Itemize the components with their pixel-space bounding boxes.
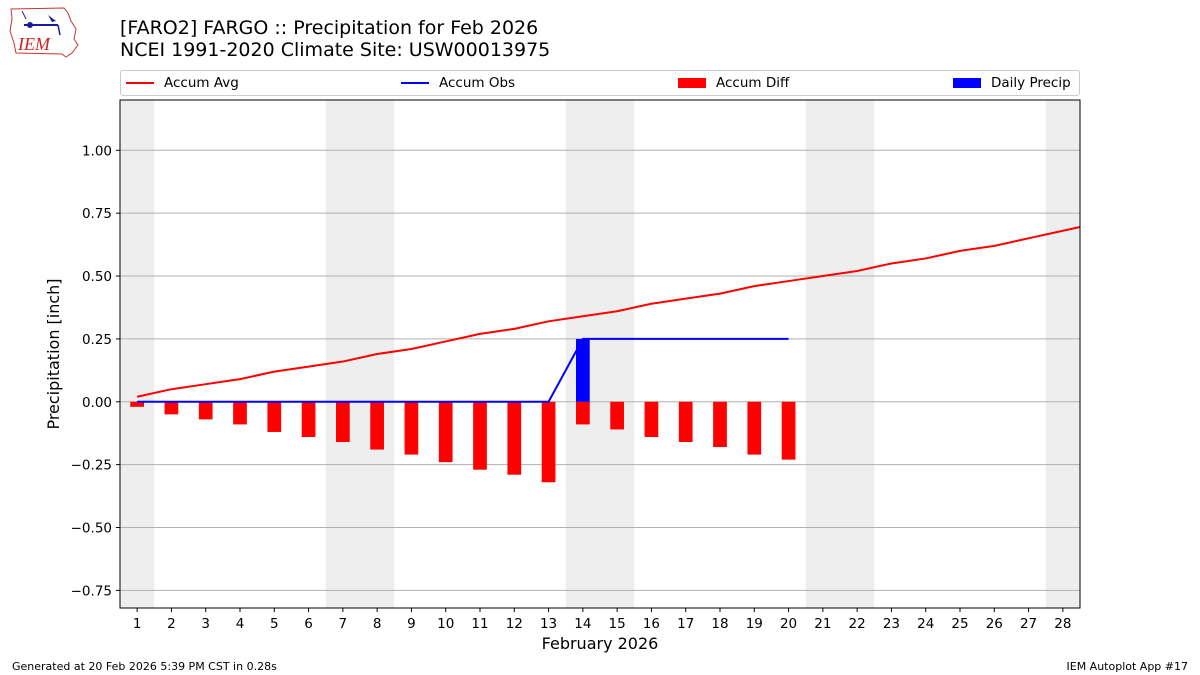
accum-diff-bar xyxy=(438,401,453,463)
logo-text: IEM xyxy=(17,34,51,54)
weekend-band xyxy=(1045,100,1080,608)
accum-diff-bar xyxy=(644,401,659,437)
daily-precip-bar xyxy=(576,338,590,402)
x-tick-label: 28 xyxy=(1054,616,1071,632)
y-tick-label: −0.75 xyxy=(71,583,112,599)
chart-title: [FARO2] FARGO :: Precipitation for Feb 2… xyxy=(120,17,539,39)
accum-diff-bar xyxy=(130,401,144,407)
x-tick-label: 12 xyxy=(506,616,523,632)
x-tick-label: 25 xyxy=(951,616,968,632)
x-tick-label: 1 xyxy=(133,616,142,632)
x-tick-label: 5 xyxy=(270,616,279,632)
legend-item-accum-obs: Accum Obs xyxy=(401,71,515,95)
x-tick-label: 8 xyxy=(373,616,382,632)
x-tick-label: 13 xyxy=(540,616,557,632)
x-tick-label: 7 xyxy=(339,616,348,632)
x-tick-label: 16 xyxy=(643,616,660,632)
accum-diff-bar xyxy=(233,401,247,425)
x-tick-label: 27 xyxy=(1020,616,1037,632)
accum-diff-bar xyxy=(267,401,282,432)
x-tick-label: 10 xyxy=(437,616,454,632)
y-axis-label: Precipitation [inch] xyxy=(44,278,63,429)
accum-diff-bar xyxy=(781,401,796,460)
weekend-band xyxy=(805,100,875,608)
legend-label-accum-avg: Accum Avg xyxy=(164,75,239,91)
x-tick-label: 20 xyxy=(780,616,797,632)
accum-diff-bar xyxy=(678,401,693,443)
accum-diff-bar xyxy=(610,401,624,430)
iem-logo: IEM xyxy=(9,7,79,58)
x-tick-label: 19 xyxy=(746,616,763,632)
accum-diff-bar xyxy=(336,401,350,443)
legend-item-accum-avg: Accum Avg xyxy=(126,71,239,95)
accum-avg-line xyxy=(136,226,1081,398)
accum-diff-bar xyxy=(541,401,556,483)
x-tick-label: 11 xyxy=(471,616,488,632)
x-tick-label: 22 xyxy=(849,616,866,632)
footer-app-name: IEM Autoplot App #17 xyxy=(1066,660,1189,673)
accum-obs-line xyxy=(137,337,789,403)
chart-legend: Accum Avg Accum Obs Accum Diff Daily Pre… xyxy=(120,70,1080,96)
legend-label-accum-obs: Accum Obs xyxy=(439,75,516,91)
y-tick-label: −0.50 xyxy=(71,521,112,537)
legend-swatch-accum-diff xyxy=(678,78,706,88)
accum-diff-bar xyxy=(404,401,419,455)
legend-swatch-accum-obs xyxy=(401,82,429,84)
legend-item-daily-precip: Daily Precip xyxy=(953,71,1071,95)
accum-diff-bar xyxy=(301,401,316,437)
x-tick-label: 6 xyxy=(304,616,313,632)
footer-generated: Generated at 20 Feb 2026 5:39 PM CST in … xyxy=(12,660,277,673)
y-tick-label: −0.25 xyxy=(71,458,112,474)
x-tick-label: 9 xyxy=(407,616,416,632)
accum-diff-bar xyxy=(576,401,590,425)
y-tick-label: 1.00 xyxy=(82,143,112,159)
accum-diff-bar xyxy=(713,401,727,448)
y-tick-label: 0.00 xyxy=(82,395,112,411)
x-tick-label: 23 xyxy=(883,616,900,632)
weekend-band xyxy=(120,100,155,608)
chart-subtitle: NCEI 1991-2020 Climate Site: USW00013975 xyxy=(120,39,551,61)
x-tick-label: 14 xyxy=(574,616,591,632)
x-tick-label: 4 xyxy=(236,616,245,632)
accum-diff-bar xyxy=(507,401,522,475)
accum-diff-bar xyxy=(164,401,179,415)
accum-diff-bar xyxy=(747,401,762,455)
x-tick-label: 21 xyxy=(814,616,831,632)
legend-swatch-accum-avg xyxy=(126,82,154,84)
y-tick-label: 0.25 xyxy=(82,332,112,348)
x-tick-label: 18 xyxy=(711,616,728,632)
y-tick-label: 0.75 xyxy=(82,206,112,222)
x-tick-label: 2 xyxy=(167,616,176,632)
legend-label-daily-precip: Daily Precip xyxy=(991,75,1071,91)
x-tick-label: 17 xyxy=(677,616,694,632)
x-tick-label: 26 xyxy=(986,616,1003,632)
legend-swatch-daily-precip xyxy=(953,78,981,88)
x-tick-label: 15 xyxy=(609,616,626,632)
x-axis-label: February 2026 xyxy=(542,634,659,653)
y-tick-label: 0.50 xyxy=(82,269,112,285)
accum-diff-bar xyxy=(370,401,384,450)
x-tick-label: 24 xyxy=(917,616,934,632)
legend-label-accum-diff: Accum Diff xyxy=(716,75,790,91)
accum-diff-bar xyxy=(198,401,213,420)
accum-diff-bar xyxy=(473,401,487,470)
x-tick-label: 3 xyxy=(201,616,210,632)
legend-item-accum-diff: Accum Diff xyxy=(678,71,789,95)
plot-frame xyxy=(119,99,1081,609)
